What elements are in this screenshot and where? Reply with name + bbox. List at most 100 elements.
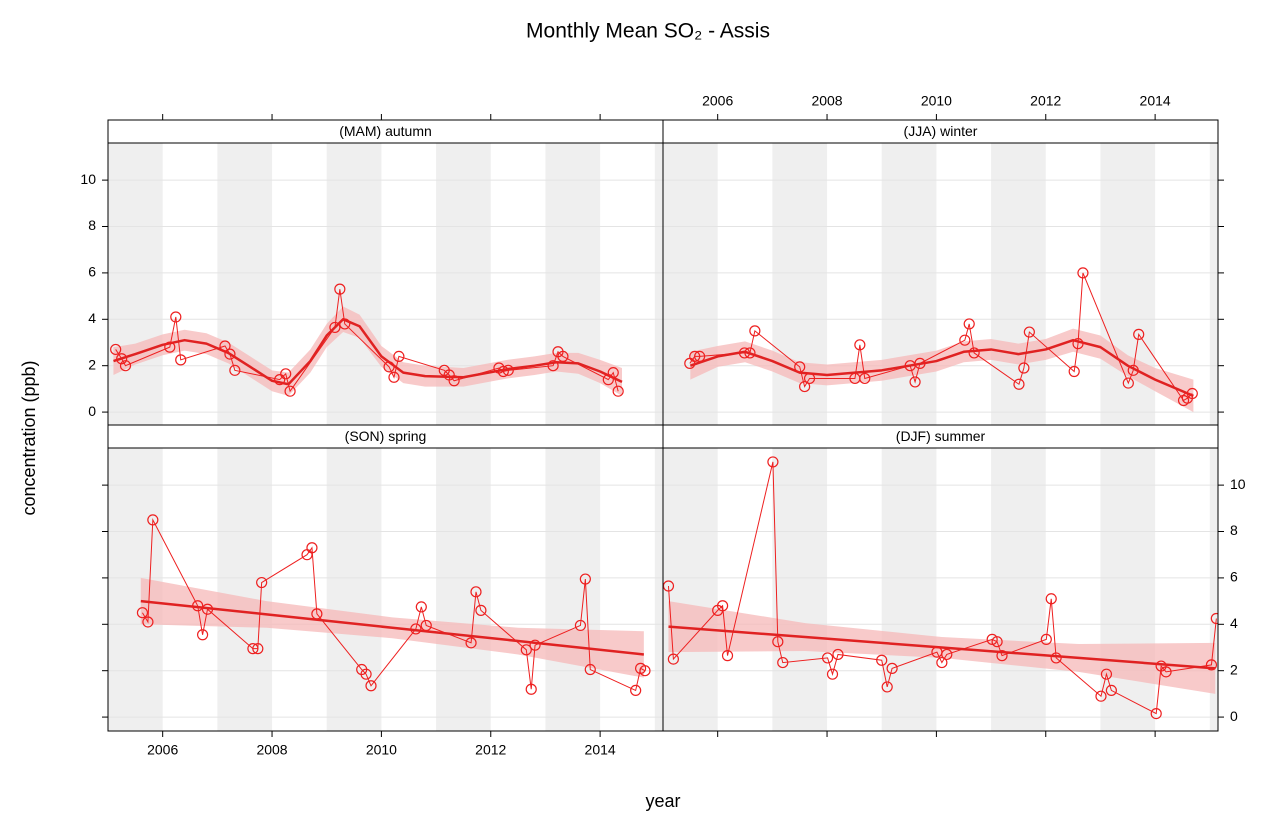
data-point [365,680,377,692]
data-point [475,604,487,616]
data-point [1160,666,1172,678]
data-point [119,360,132,372]
data-point [876,654,888,666]
data-point [996,650,1008,662]
data-point [859,372,871,385]
data-point [749,325,761,337]
confidence-band [690,328,1194,413]
data-point [339,318,351,330]
data-point [142,616,154,628]
data-point [502,364,514,376]
data-point [607,367,619,379]
y-tick-label: 8 [1230,522,1238,538]
panel [108,143,663,426]
y-tick-label: 4 [88,310,96,326]
data-point [694,350,706,363]
x-tick-label: 2012 [1030,93,1061,109]
data-point [547,360,559,372]
data-point [1122,377,1134,389]
data-point [1068,365,1080,378]
data-point [201,603,214,615]
data-point [1186,387,1198,400]
x-axis-label: year [645,791,680,811]
data-point [794,361,806,373]
data-point [881,681,893,693]
year-shading [545,448,601,731]
y-tick-label: 2 [1230,661,1238,677]
data-point [410,623,422,635]
year-shading [772,448,828,731]
data-line [689,272,1193,402]
data-point [721,650,734,662]
data-point [196,629,209,641]
fit-line [668,625,1216,670]
panel [108,448,663,731]
data-point [164,341,176,353]
strip [662,424,1219,449]
data-point [1100,668,1113,680]
data-point [968,347,980,359]
data-point [1205,659,1218,671]
chart-title: Monthly Mean SO₂ - Assis [526,20,770,43]
data-point [147,514,159,526]
y-axis-label: concentration (ppb) [19,360,39,515]
data-point [1013,378,1025,390]
data-point [136,607,149,619]
data-point [334,283,346,295]
data-point [1127,364,1139,376]
data-point [941,648,953,661]
data-point [224,348,236,360]
data-point [1077,267,1089,279]
data-point [886,662,898,674]
data-point [383,361,395,373]
year-shading [1100,448,1156,731]
data-point [777,656,789,669]
year-shading [326,143,382,426]
data-point [360,668,372,680]
year-shading [881,448,937,731]
data-point [717,600,729,612]
data-point [388,371,400,383]
data-point [630,684,642,697]
data-point [826,668,839,680]
data-point [832,648,844,661]
strip-label: (DJF) summer [896,428,986,444]
data-point [1133,328,1145,340]
data-point [1105,684,1117,697]
y-tick-label: 10 [80,171,96,187]
data-point [448,375,460,387]
year-shading [881,143,937,426]
data-point [529,639,541,651]
data-point [579,573,591,585]
data-point [744,347,756,359]
strip [662,119,1219,144]
x-tick-label: 2006 [147,742,178,758]
data-point [497,365,509,378]
year-shading [991,448,1046,731]
data-point [110,343,122,356]
year-shading [436,448,491,731]
data-point [986,633,998,645]
data-point [738,347,751,359]
data-point [991,636,1003,648]
panel [663,448,1218,731]
strip-label: (SON) spring [345,428,427,444]
data-point [393,350,405,363]
data-point [525,683,537,695]
data-line [667,461,1217,715]
year-shading [1209,448,1218,731]
x-tick-label: 2010 [921,93,952,109]
data-point [667,653,679,665]
data-point [689,350,701,363]
data-point [470,586,482,598]
data-point [1023,326,1035,338]
confidence-band [113,306,622,396]
fit-line [140,599,644,656]
data-point [274,374,286,386]
data-point [854,339,866,351]
data-point [415,601,427,613]
x-tick-label: 2006 [702,93,733,109]
y-tick-label: 8 [88,217,96,233]
data-point [116,353,128,365]
data-point [306,542,318,554]
